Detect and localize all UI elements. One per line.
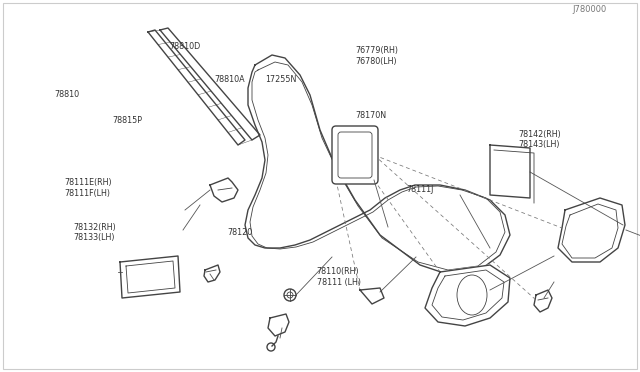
- Polygon shape: [268, 314, 289, 336]
- FancyBboxPatch shape: [332, 126, 378, 184]
- Text: 78110(RH)
78111 (LH): 78110(RH) 78111 (LH): [317, 267, 361, 287]
- Polygon shape: [120, 256, 180, 298]
- Polygon shape: [245, 55, 510, 275]
- Text: 78810A: 78810A: [214, 76, 245, 84]
- Polygon shape: [490, 145, 530, 198]
- Polygon shape: [204, 265, 220, 282]
- Text: 78170N: 78170N: [355, 111, 387, 120]
- Text: 78111E(RH)
78111F(LH): 78111E(RH) 78111F(LH): [64, 178, 111, 198]
- Text: 78111J: 78111J: [406, 185, 434, 194]
- Polygon shape: [534, 290, 552, 312]
- Polygon shape: [558, 198, 625, 262]
- Polygon shape: [425, 265, 510, 326]
- Text: 78815P: 78815P: [112, 116, 142, 125]
- Text: 78810: 78810: [54, 90, 79, 99]
- Text: 17255N: 17255N: [266, 76, 297, 84]
- Text: 78142(RH)
78143(LH): 78142(RH) 78143(LH): [518, 130, 561, 149]
- Polygon shape: [210, 178, 238, 202]
- Text: 78132(RH)
78133(LH): 78132(RH) 78133(LH): [74, 223, 116, 242]
- Text: 78120: 78120: [227, 228, 252, 237]
- Text: 78810D: 78810D: [170, 42, 201, 51]
- Polygon shape: [148, 30, 245, 145]
- Text: 76779(RH)
76780(LH): 76779(RH) 76780(LH): [355, 46, 398, 65]
- Text: J780000: J780000: [573, 5, 607, 14]
- Polygon shape: [160, 28, 260, 140]
